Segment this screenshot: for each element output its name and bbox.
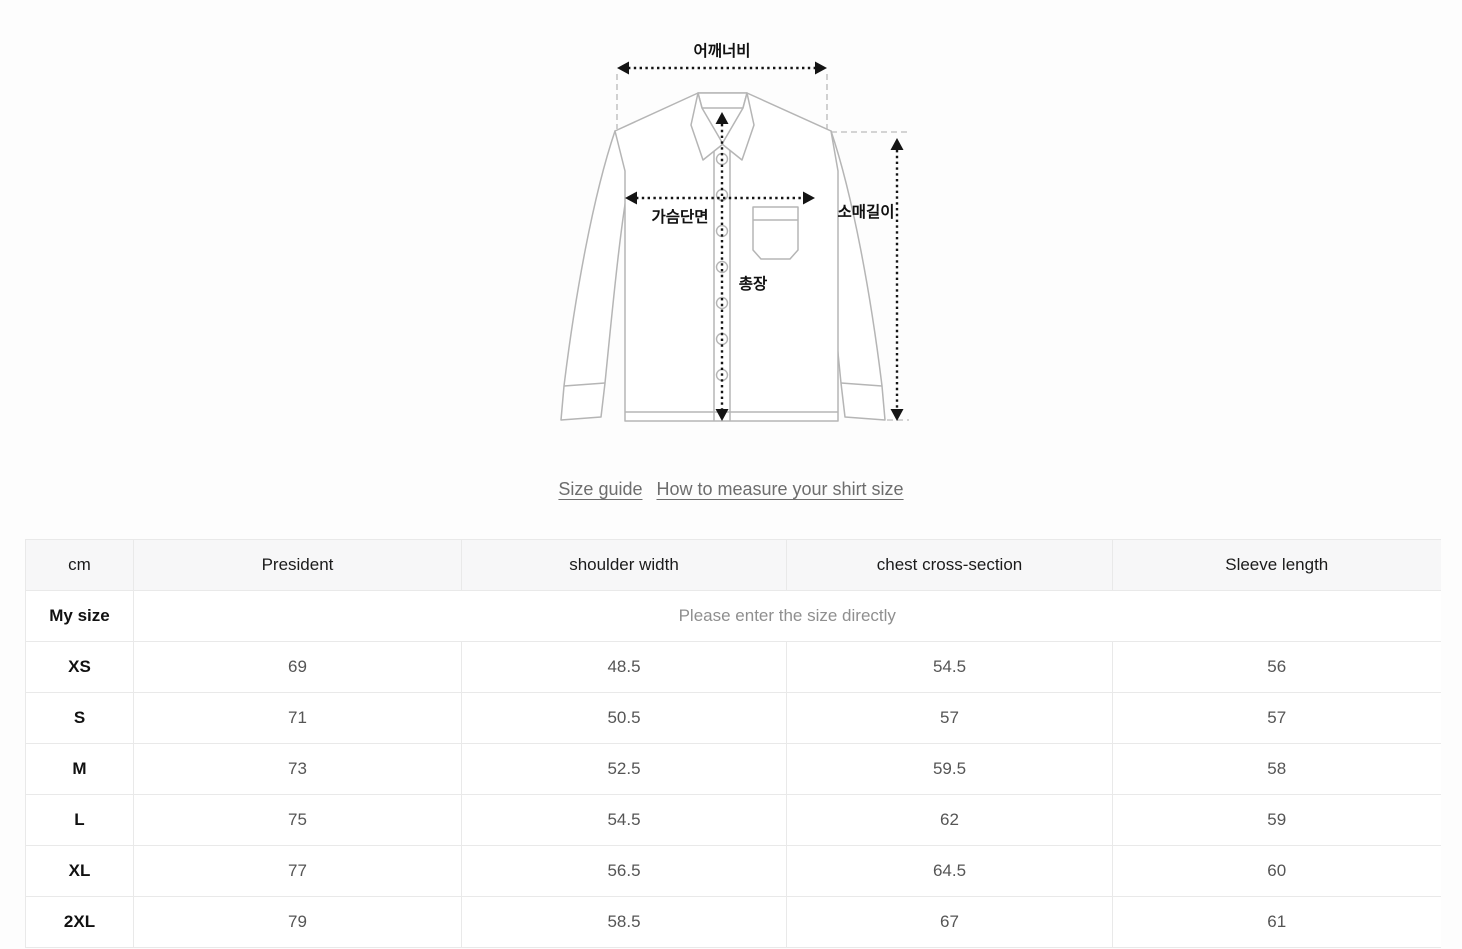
table-row-l: L 75 54.5 62 59 (25, 794, 1441, 846)
value-cell: 57 (1112, 692, 1441, 744)
value-cell: 57 (786, 692, 1113, 744)
table-row-s: S 71 50.5 57 57 (25, 692, 1441, 744)
left-cuff-line (563, 382, 606, 387)
value-cell: 50.5 (461, 692, 787, 744)
value-cell: 61 (1112, 896, 1441, 948)
value-cell: 62 (786, 794, 1113, 846)
size-label: L (25, 794, 134, 846)
arrowhead (715, 112, 729, 124)
arrowhead (890, 409, 904, 421)
col-header-sleeve: Sleeve length (1112, 539, 1441, 591)
sleeve-length-label: 소매길이 (837, 203, 894, 221)
size-label: XS (25, 641, 134, 693)
table-row-xl: XL 77 56.5 64.5 60 (25, 845, 1441, 897)
value-cell: 75 (133, 794, 462, 846)
col-header-total-length: President (133, 539, 462, 591)
arrowhead (890, 138, 904, 150)
size-table: cm President shoulder width chest cross-… (25, 539, 1441, 948)
value-cell: 56 (1112, 641, 1441, 693)
value-cell: 79 (133, 896, 462, 948)
value-cell: 59.5 (786, 743, 1113, 795)
total-length-label: 총장 (739, 275, 768, 293)
col-header-shoulder: shoulder width (461, 539, 787, 591)
size-table-header-row: cm President shoulder width chest cross-… (25, 539, 1441, 591)
col-header-chest: chest cross-section (786, 539, 1113, 591)
chest-pocket (752, 206, 799, 260)
table-row-xs: XS 69 48.5 54.5 56 (25, 641, 1441, 693)
size-guide-link[interactable]: Size guide (558, 479, 643, 499)
value-cell: 69 (133, 641, 462, 693)
arrowhead (803, 191, 815, 205)
chest-width-label: 가슴단면 (651, 208, 708, 226)
how-to-measure-link[interactable]: How to measure your shirt size (656, 479, 904, 499)
value-cell: 58 (1112, 743, 1441, 795)
arrowhead (815, 61, 827, 75)
arrowhead (625, 191, 637, 205)
value-cell: 54.5 (461, 794, 787, 846)
size-label: XL (25, 845, 134, 897)
value-cell: 71 (133, 692, 462, 744)
size-label: 2XL (25, 896, 134, 948)
arrowhead (715, 409, 729, 421)
my-size-input-cell[interactable]: Please enter the size directly (133, 590, 1441, 642)
guide-links: Size guide How to measure your shirt siz… (0, 476, 1462, 502)
size-label: S (25, 692, 134, 744)
value-cell: 73 (133, 743, 462, 795)
arrowhead (617, 61, 629, 75)
value-cell: 67 (786, 896, 1113, 948)
table-row-m: M 73 52.5 59.5 58 (25, 743, 1441, 795)
my-size-row: My size Please enter the size directly (25, 590, 1441, 642)
left-sleeve (560, 130, 631, 421)
right-cuff-line (840, 382, 883, 387)
collar-flap-left (690, 92, 724, 161)
collar-band (697, 92, 748, 109)
my-size-label: My size (25, 590, 134, 642)
size-label: M (25, 743, 134, 795)
collar-flap-right (721, 92, 755, 161)
value-cell: 60 (1112, 845, 1441, 897)
placket-lines (713, 146, 731, 421)
shirt-diagram-svg: 어깨너비 가슴단면 소매길이 총장 (560, 42, 909, 422)
value-cell: 54.5 (786, 641, 1113, 693)
value-cell: 56.5 (461, 845, 787, 897)
value-cell: 52.5 (461, 743, 787, 795)
shirt-measurement-diagram: 어깨너비 가슴단면 소매길이 총장 (545, 28, 917, 432)
table-row-2xl: 2XL 79 58.5 67 61 (25, 896, 1441, 948)
unit-header-cell: cm (25, 539, 134, 591)
shoulder-width-label: 어깨너비 (693, 42, 750, 60)
value-cell: 59 (1112, 794, 1441, 846)
value-cell: 58.5 (461, 896, 787, 948)
value-cell: 64.5 (786, 845, 1113, 897)
value-cell: 48.5 (461, 641, 787, 693)
value-cell: 77 (133, 845, 462, 897)
